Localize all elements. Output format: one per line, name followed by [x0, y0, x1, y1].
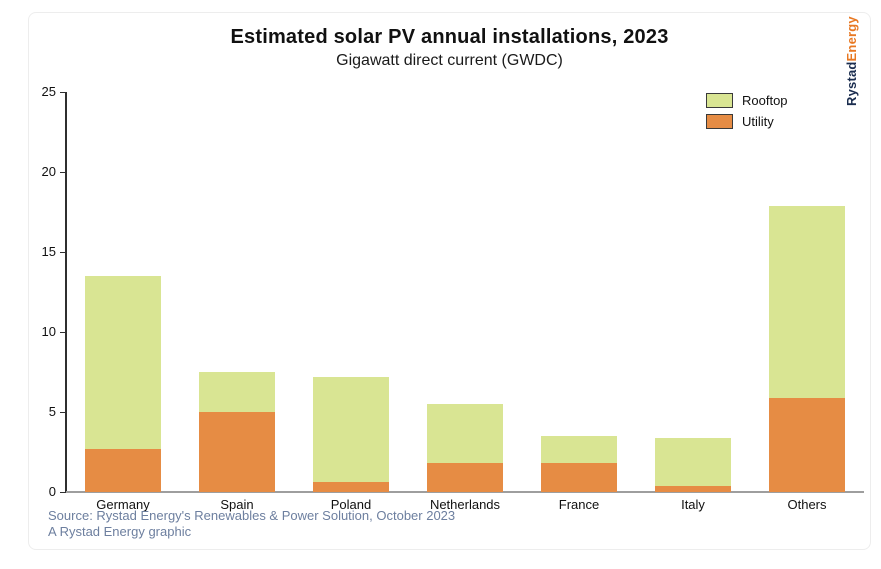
- y-tick-mark-10: [60, 331, 66, 333]
- bar-rooftop-france: [541, 436, 617, 464]
- logo-text-accent: Energy: [844, 16, 859, 62]
- bar-utility-poland: [313, 482, 389, 492]
- legend: Rooftop Utility: [706, 93, 788, 135]
- bar-rooftop-others: [769, 205, 845, 398]
- y-tick-mark-5: [60, 411, 66, 413]
- bar-utility-netherlands: [427, 463, 503, 492]
- bar-rooftop-poland: [313, 376, 389, 483]
- y-tick-label-20: 20: [41, 164, 56, 179]
- y-tick-mark-15: [60, 251, 66, 253]
- rystad-energy-logo: RystadEnergy: [844, 16, 859, 106]
- logo-text-dark: Rystad: [844, 61, 859, 106]
- x-tick-label-italy: Italy: [681, 497, 705, 512]
- y-axis-line: [65, 92, 67, 493]
- bar-utility-italy: [655, 485, 731, 492]
- y-tick-label-5: 5: [48, 404, 56, 419]
- x-tick-label-poland: Poland: [330, 497, 372, 512]
- x-tick-label-others: Others: [787, 497, 827, 512]
- bar-rooftop-italy: [655, 437, 731, 486]
- bar-utility-spain: [199, 412, 275, 492]
- source-line-2: A Rystad Energy graphic: [48, 524, 192, 539]
- legend-label-rooftop: Rooftop: [742, 93, 788, 108]
- x-tick-label-france: France: [558, 497, 600, 512]
- bar-rooftop-spain: [199, 372, 275, 412]
- y-tick-mark-0: [60, 491, 66, 493]
- bar-utility-others: [769, 397, 845, 492]
- x-tick-label-spain: Spain: [220, 497, 254, 512]
- bar-rooftop-germany: [85, 276, 161, 449]
- legend-swatch-rooftop: [706, 93, 733, 108]
- source-line-1: Source: Rystad Energy's Renewables & Pow…: [48, 508, 456, 523]
- source-note: Source: Rystad Energy's Renewables & Pow…: [48, 508, 455, 540]
- bar-utility-france: [541, 463, 617, 492]
- x-tick-label-germany: Germany: [96, 497, 150, 512]
- legend-label-utility: Utility: [742, 114, 774, 129]
- chart-subtitle: Gigawatt direct current (GWDC): [336, 52, 563, 69]
- legend-swatch-utility: [706, 114, 733, 129]
- y-tick-label-15: 15: [41, 244, 56, 259]
- y-tick-label-10: 10: [41, 324, 56, 339]
- legend-item-rooftop: Rooftop: [706, 93, 788, 108]
- x-axis-line: [66, 491, 864, 493]
- y-tick-mark-20: [60, 171, 66, 173]
- y-tick-label-0: 0: [48, 484, 56, 499]
- y-tick-mark-25: [60, 91, 66, 93]
- legend-item-utility: Utility: [706, 114, 788, 129]
- chart-title: Estimated solar PV annual installations,…: [230, 26, 669, 48]
- y-tick-label-25: 25: [41, 84, 56, 99]
- bar-rooftop-netherlands: [427, 404, 503, 464]
- bar-utility-germany: [85, 448, 161, 492]
- x-tick-label-netherlands: Netherlands: [429, 497, 501, 512]
